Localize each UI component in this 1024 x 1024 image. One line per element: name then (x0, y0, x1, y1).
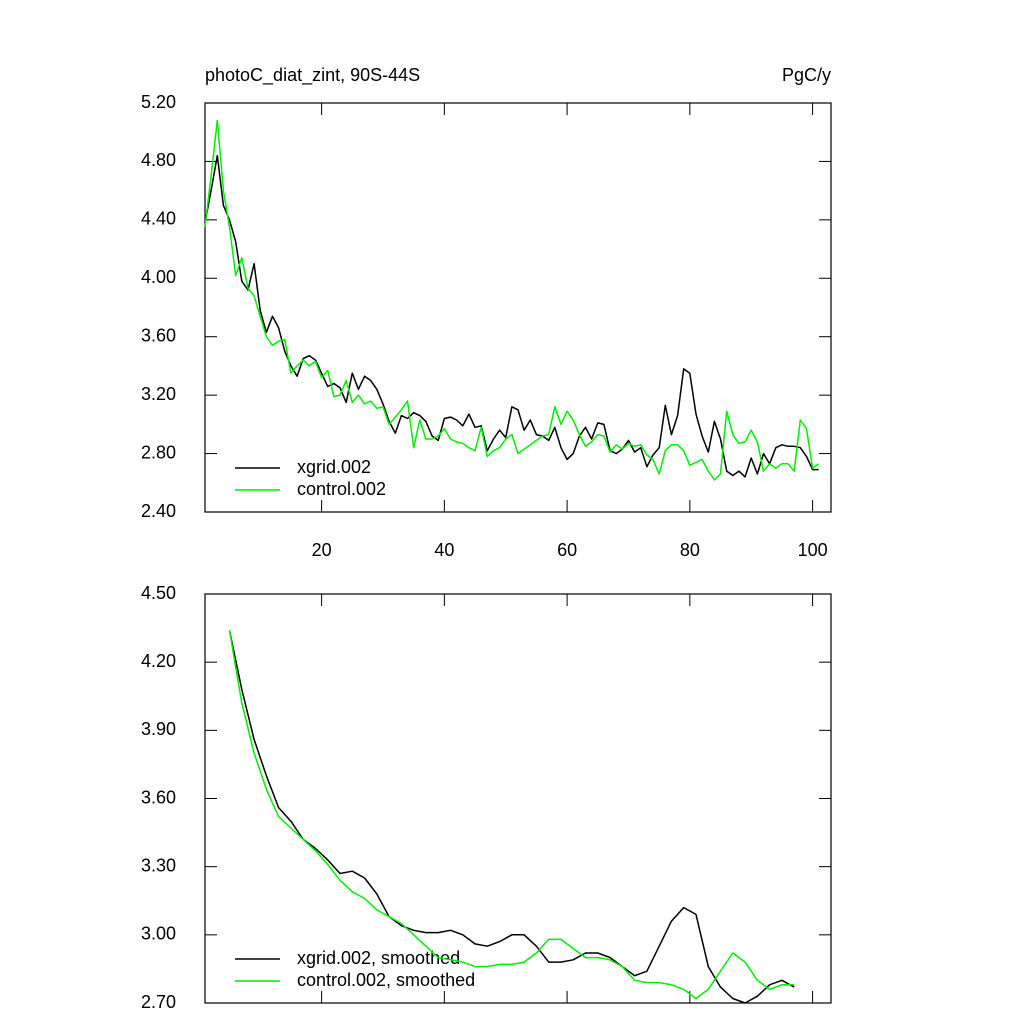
plot-frame (204, 102, 832, 513)
x-tick-label: 80 (680, 540, 700, 560)
legend-label: control.002, smoothed (297, 970, 475, 990)
legend-label: xgrid.002, smoothed (297, 948, 460, 968)
y-tick-label: 3.00 (141, 924, 176, 944)
y-tick-label: 3.20 (141, 384, 176, 404)
y-tick-label: 4.40 (141, 209, 176, 229)
y-tick-label: 3.90 (141, 719, 176, 739)
y-tick-label: 3.60 (141, 787, 176, 807)
legend-label: xgrid.002 (297, 457, 371, 477)
x-tick-label: 60 (557, 540, 577, 560)
y-tick-label: 4.20 (141, 651, 176, 671)
series-line (204, 154, 819, 478)
x-tick-label: 40 (434, 540, 454, 560)
y-tick-label: 3.60 (141, 325, 176, 345)
y-tick-label: 3.30 (141, 855, 176, 875)
series-line (228, 630, 795, 1004)
series-line (204, 119, 820, 481)
x-tick-label: 100 (798, 540, 828, 560)
legend-label: control.002 (297, 479, 386, 499)
plot-frame (204, 593, 832, 1004)
units-label: PgC/y (782, 65, 831, 85)
series-line (228, 630, 795, 1000)
y-tick-label: 4.50 (141, 583, 176, 603)
y-tick-label: 4.80 (141, 150, 176, 170)
y-tick-label: 2.80 (141, 442, 176, 462)
x-tick-label: 20 (312, 540, 332, 560)
y-tick-label: 2.40 (141, 501, 176, 521)
y-tick-label: 2.70 (141, 992, 176, 1012)
y-tick-label: 5.20 (141, 92, 176, 112)
y-tick-label: 4.00 (141, 267, 176, 287)
chart-title: photoC_diat_zint, 90S-44S (205, 65, 420, 86)
